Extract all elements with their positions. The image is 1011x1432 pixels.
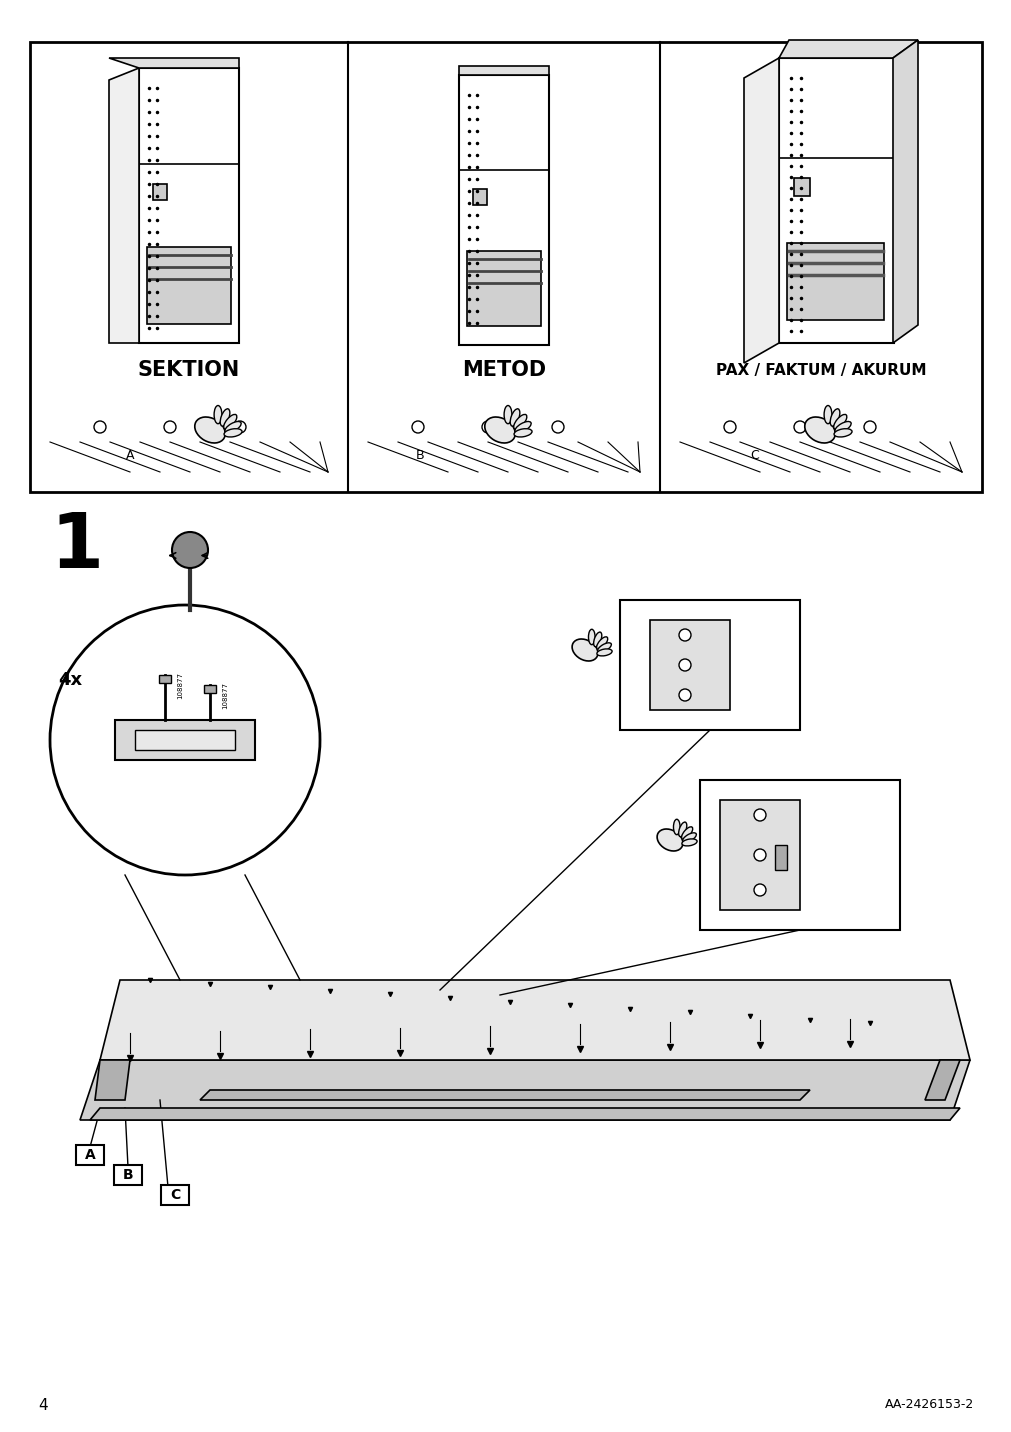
Circle shape [753, 809, 765, 821]
Circle shape [678, 629, 691, 642]
Ellipse shape [214, 405, 221, 424]
Circle shape [164, 421, 176, 432]
Ellipse shape [596, 637, 607, 649]
Ellipse shape [829, 408, 839, 427]
Bar [134, 730, 235, 750]
Ellipse shape [598, 643, 611, 653]
Polygon shape [743, 59, 778, 362]
Bar [700, 780, 899, 929]
Ellipse shape [672, 819, 679, 835]
Text: METOD: METOD [461, 359, 546, 379]
Bar [774, 845, 787, 871]
Bar [794, 178, 809, 196]
Bar [459, 74, 548, 345]
Polygon shape [109, 59, 239, 67]
Text: A: A [85, 1148, 95, 1161]
Ellipse shape [514, 428, 532, 437]
Ellipse shape [678, 822, 686, 836]
FancyBboxPatch shape [76, 1146, 104, 1166]
Bar [204, 684, 215, 693]
Ellipse shape [571, 639, 598, 662]
Text: PAX / FAKTUM / AKURUM: PAX / FAKTUM / AKURUM [715, 362, 925, 378]
Text: AA-2426153-2: AA-2426153-2 [884, 1399, 973, 1412]
Circle shape [753, 849, 765, 861]
Text: B: B [416, 448, 424, 461]
Text: 4x: 4x [58, 672, 82, 689]
Bar [472, 189, 486, 205]
Bar [778, 59, 893, 344]
Polygon shape [778, 40, 917, 59]
Bar [719, 800, 800, 909]
Ellipse shape [484, 417, 515, 442]
Polygon shape [924, 1060, 959, 1100]
Circle shape [94, 421, 106, 432]
Polygon shape [100, 979, 969, 1060]
Circle shape [863, 421, 876, 432]
Text: SEKTION: SEKTION [137, 359, 240, 379]
Text: C: C [750, 448, 758, 461]
Ellipse shape [510, 408, 520, 427]
Polygon shape [459, 66, 548, 74]
Circle shape [50, 604, 319, 875]
Text: 4: 4 [38, 1398, 48, 1412]
Ellipse shape [681, 839, 697, 846]
Bar [115, 720, 255, 760]
Ellipse shape [220, 408, 229, 427]
Ellipse shape [503, 405, 512, 424]
Polygon shape [200, 1090, 809, 1100]
Circle shape [172, 533, 208, 569]
Polygon shape [892, 40, 917, 344]
Text: 108877: 108877 [177, 672, 183, 699]
Bar [787, 243, 884, 321]
FancyBboxPatch shape [161, 1186, 189, 1204]
Ellipse shape [656, 829, 682, 851]
Circle shape [678, 689, 691, 702]
Bar [147, 246, 231, 324]
Text: A: A [125, 448, 134, 461]
Bar [466, 251, 541, 326]
Bar [139, 67, 239, 344]
Ellipse shape [223, 414, 237, 430]
Ellipse shape [515, 421, 531, 432]
Ellipse shape [681, 826, 692, 839]
Circle shape [551, 421, 563, 432]
Ellipse shape [833, 414, 846, 430]
Text: B: B [122, 1169, 133, 1181]
Circle shape [234, 421, 246, 432]
Bar [620, 600, 800, 730]
Text: 108877: 108877 [221, 682, 227, 709]
Ellipse shape [823, 405, 831, 424]
Ellipse shape [593, 632, 602, 647]
Ellipse shape [833, 428, 851, 437]
Bar [159, 674, 171, 683]
Polygon shape [90, 1108, 959, 1120]
Circle shape [678, 659, 691, 672]
Text: 1: 1 [50, 510, 103, 584]
Ellipse shape [596, 649, 612, 656]
Ellipse shape [194, 417, 225, 442]
Circle shape [794, 421, 805, 432]
Polygon shape [80, 1060, 969, 1120]
FancyBboxPatch shape [114, 1166, 142, 1186]
Bar [153, 183, 167, 199]
Ellipse shape [682, 833, 696, 842]
Ellipse shape [834, 421, 850, 432]
Circle shape [481, 421, 493, 432]
Ellipse shape [804, 417, 834, 442]
Ellipse shape [587, 629, 594, 644]
Polygon shape [109, 67, 139, 344]
Bar [649, 620, 729, 710]
Circle shape [723, 421, 735, 432]
Polygon shape [95, 1060, 129, 1100]
Circle shape [411, 421, 424, 432]
Bar [30, 42, 981, 493]
Ellipse shape [224, 421, 241, 432]
Text: C: C [170, 1189, 180, 1201]
Ellipse shape [223, 428, 242, 437]
Ellipse shape [514, 414, 527, 430]
Circle shape [753, 884, 765, 896]
